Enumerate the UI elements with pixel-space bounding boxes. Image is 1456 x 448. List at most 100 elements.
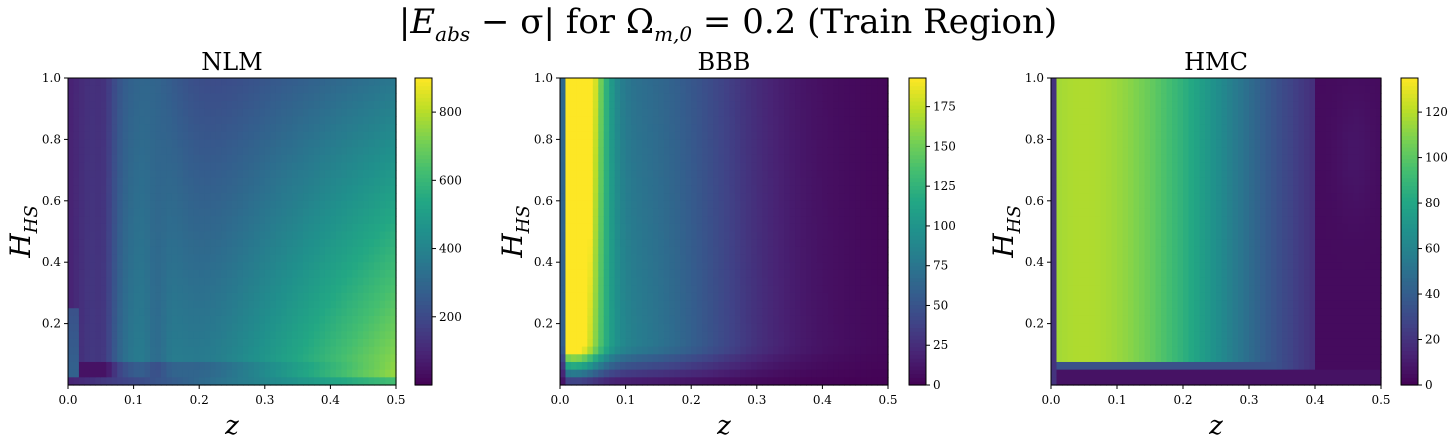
heatmap-cell bbox=[603, 139, 610, 148]
heatmap-cell bbox=[95, 185, 102, 194]
heatmap-cell bbox=[838, 323, 845, 332]
suptitle-omega-sub: m,0 bbox=[654, 21, 693, 46]
heatmap-cell bbox=[324, 308, 331, 317]
heatmap-cell bbox=[95, 78, 102, 87]
heatmap-cell bbox=[368, 369, 375, 378]
heatmap-cell bbox=[297, 361, 304, 371]
heatmap-cell bbox=[800, 93, 807, 102]
heatmap-cell bbox=[237, 116, 244, 125]
heatmap-cell bbox=[581, 162, 588, 171]
heatmap-cell bbox=[346, 139, 353, 148]
heatmap-cell bbox=[182, 361, 189, 371]
heatmap-cell bbox=[155, 139, 162, 148]
heatmap-cell bbox=[232, 124, 239, 133]
heatmap-cell bbox=[385, 162, 392, 171]
heatmap-cell bbox=[368, 377, 375, 386]
heatmap-cell bbox=[248, 147, 255, 156]
heatmap-cell bbox=[860, 108, 867, 117]
heatmap-cell bbox=[674, 200, 681, 210]
heatmap-cell bbox=[718, 139, 725, 148]
heatmap-cell bbox=[587, 216, 594, 225]
heatmap-cell bbox=[620, 154, 627, 164]
heatmap-cell bbox=[849, 323, 856, 332]
heatmap-cell bbox=[188, 162, 195, 171]
heatmap-cell bbox=[314, 216, 321, 225]
heatmap-cell bbox=[314, 254, 321, 263]
heatmap-cell bbox=[806, 131, 813, 140]
heatmap-cell bbox=[789, 162, 796, 171]
heatmap-cell bbox=[199, 154, 206, 164]
heatmap-cell bbox=[576, 85, 583, 94]
heatmap-cell bbox=[729, 262, 736, 271]
heatmap-cell bbox=[226, 85, 233, 94]
heatmap-cell bbox=[363, 331, 370, 340]
heatmap-cell bbox=[319, 116, 326, 125]
heatmap-cell bbox=[106, 262, 113, 271]
heatmap-cell bbox=[160, 124, 167, 133]
heatmap-cell bbox=[795, 108, 802, 117]
heatmap-cell bbox=[833, 108, 840, 117]
heatmap-cell bbox=[636, 346, 643, 355]
heatmap-cell bbox=[674, 300, 681, 309]
heatmap-cell bbox=[707, 277, 714, 286]
heatmap-cell bbox=[341, 231, 348, 240]
heatmap-cell bbox=[264, 139, 271, 148]
heatmap-cell bbox=[385, 377, 392, 386]
heatmap-cell bbox=[204, 277, 211, 286]
heatmap-cell bbox=[363, 139, 370, 148]
heatmap-cell bbox=[565, 101, 572, 110]
heatmap-cell bbox=[620, 254, 627, 263]
heatmap-cell bbox=[160, 246, 167, 256]
heatmap-cell bbox=[111, 185, 118, 194]
colorbar-swatch bbox=[415, 212, 432, 217]
heatmap-cell bbox=[833, 200, 840, 210]
heatmap-cell bbox=[691, 101, 698, 110]
heatmap-cell bbox=[308, 78, 315, 87]
heatmap-cell bbox=[674, 147, 681, 156]
heatmap-cell bbox=[696, 346, 703, 355]
heatmap-cell bbox=[286, 277, 293, 286]
heatmap-cell bbox=[68, 208, 75, 217]
heatmap-cell bbox=[122, 124, 129, 133]
heatmap-cell bbox=[663, 193, 670, 202]
heatmap-cell bbox=[275, 85, 282, 94]
heatmap-cell bbox=[188, 231, 195, 240]
heatmap-cell bbox=[308, 338, 315, 348]
heatmap-cell bbox=[275, 323, 282, 332]
heatmap-cell bbox=[877, 139, 884, 148]
heatmap-cell bbox=[680, 108, 687, 117]
heatmap-cell bbox=[691, 369, 698, 378]
heatmap-cell bbox=[346, 108, 353, 117]
heatmap-cell bbox=[751, 162, 758, 171]
heatmap-cell bbox=[166, 323, 173, 332]
heatmap-cell bbox=[204, 139, 211, 148]
heatmap-cell bbox=[341, 177, 348, 187]
heatmap-cell bbox=[242, 246, 249, 256]
heatmap-cell bbox=[111, 323, 118, 332]
heatmap-cell bbox=[292, 323, 299, 332]
heatmap-cell bbox=[237, 147, 244, 156]
heatmap-cell bbox=[374, 246, 381, 256]
heatmap-cell bbox=[221, 338, 228, 348]
heatmap-cell bbox=[576, 315, 583, 325]
heatmap-cell bbox=[275, 354, 282, 363]
heatmap-cell bbox=[160, 193, 167, 202]
heatmap-cell bbox=[385, 116, 392, 125]
heatmap-cell bbox=[636, 223, 643, 233]
heatmap-cell bbox=[598, 231, 605, 240]
heatmap-cell bbox=[784, 377, 791, 386]
heatmap-cell bbox=[581, 124, 588, 133]
heatmap-cell bbox=[215, 369, 222, 378]
heatmap-cell bbox=[560, 185, 567, 194]
heatmap-cell bbox=[609, 85, 616, 94]
heatmap-cell bbox=[631, 315, 638, 325]
heatmap-cell bbox=[199, 269, 206, 279]
heatmap-cell bbox=[379, 239, 386, 248]
heatmap-cell bbox=[95, 223, 102, 233]
heatmap-cell bbox=[631, 331, 638, 340]
colorbar-swatch bbox=[909, 315, 926, 321]
heatmap-cell bbox=[324, 361, 331, 371]
heatmap-cell bbox=[215, 300, 222, 309]
heatmap-cell bbox=[855, 254, 862, 263]
heatmap-cell bbox=[150, 292, 157, 302]
